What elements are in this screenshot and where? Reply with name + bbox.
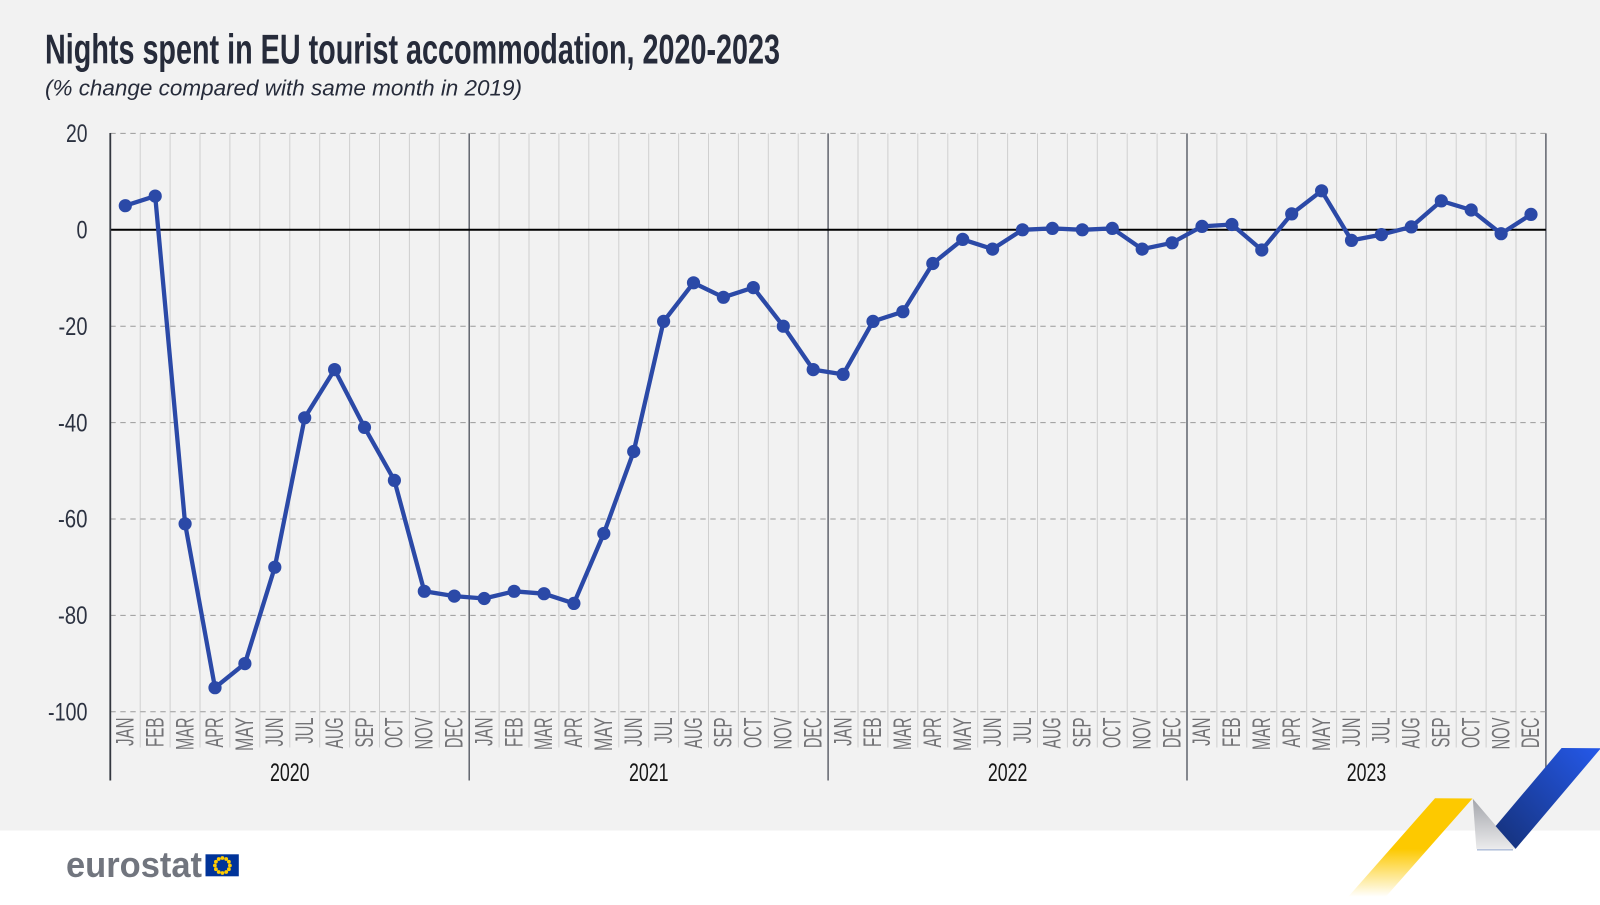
svg-text:DEC: DEC <box>799 718 827 749</box>
svg-text:OCT: OCT <box>1457 718 1485 749</box>
svg-text:SEP: SEP <box>710 718 738 748</box>
svg-text:AUG: AUG <box>321 718 349 749</box>
svg-text:JAN: JAN <box>112 718 140 747</box>
svg-text:SEP: SEP <box>1428 718 1456 748</box>
svg-text:MAR: MAR <box>1248 718 1276 751</box>
svg-text:SEP: SEP <box>1069 718 1097 748</box>
svg-text:JAN: JAN <box>829 718 857 747</box>
svg-text:(% change compared with same m: (% change compared with same month in 20… <box>45 76 522 101</box>
svg-text:2021: 2021 <box>629 759 669 787</box>
svg-text:JUN: JUN <box>261 718 289 747</box>
svg-text:DEC: DEC <box>1517 718 1545 749</box>
svg-text:0: 0 <box>77 217 88 245</box>
svg-text:NOV: NOV <box>1128 717 1156 749</box>
svg-text:AUG: AUG <box>1398 718 1426 749</box>
svg-text:-60: -60 <box>58 506 88 534</box>
svg-text:MAR: MAR <box>889 718 917 751</box>
svg-text:FEB: FEB <box>1218 718 1246 748</box>
svg-text:2023: 2023 <box>1347 759 1387 787</box>
svg-text:MAY: MAY <box>1308 717 1336 751</box>
svg-text:JUN: JUN <box>1338 718 1366 747</box>
svg-text:DEC: DEC <box>441 718 469 749</box>
svg-text:FEB: FEB <box>141 718 169 748</box>
svg-text:2020: 2020 <box>270 759 310 787</box>
svg-text:JUN: JUN <box>979 718 1007 747</box>
svg-text:OCT: OCT <box>740 718 768 749</box>
svg-text:MAY: MAY <box>949 717 977 751</box>
svg-text:AUG: AUG <box>680 718 708 749</box>
svg-text:JUL: JUL <box>1009 718 1037 744</box>
svg-text:NOV: NOV <box>1487 717 1515 749</box>
svg-text:FEB: FEB <box>500 718 528 748</box>
svg-text:DEC: DEC <box>1158 718 1186 749</box>
svg-text:OCT: OCT <box>1099 718 1127 749</box>
svg-text:-40: -40 <box>58 409 88 437</box>
svg-text:SEP: SEP <box>351 718 379 748</box>
svg-text:FEB: FEB <box>859 718 887 748</box>
svg-text:APR: APR <box>1278 718 1306 748</box>
svg-text:-100: -100 <box>48 699 88 727</box>
svg-text:Nights spent in EU tourist acc: Nights spent in EU tourist accommodation… <box>45 25 780 72</box>
svg-text:AUG: AUG <box>1039 718 1067 749</box>
svg-text:-20: -20 <box>59 313 88 341</box>
svg-text:JUN: JUN <box>620 718 648 747</box>
svg-text:NOV: NOV <box>411 717 439 749</box>
svg-text:NOV: NOV <box>770 717 798 749</box>
svg-text:APR: APR <box>560 718 588 748</box>
svg-text:eurostat: eurostat <box>66 844 202 885</box>
svg-text:OCT: OCT <box>381 718 409 749</box>
svg-text:20: 20 <box>66 120 88 148</box>
svg-text:MAY: MAY <box>590 717 618 751</box>
svg-text:MAY: MAY <box>231 717 259 751</box>
svg-text:JAN: JAN <box>1188 718 1216 747</box>
svg-text:MAR: MAR <box>530 718 558 751</box>
svg-text:JUL: JUL <box>291 718 319 744</box>
svg-text:-80: -80 <box>58 602 88 630</box>
svg-text:JAN: JAN <box>470 718 498 747</box>
svg-text:JUL: JUL <box>1368 718 1396 744</box>
svg-text:APR: APR <box>201 718 229 748</box>
svg-text:MAR: MAR <box>171 718 199 751</box>
svg-text:JUL: JUL <box>650 718 678 744</box>
svg-text:APR: APR <box>919 718 947 748</box>
svg-text:2022: 2022 <box>988 759 1028 787</box>
